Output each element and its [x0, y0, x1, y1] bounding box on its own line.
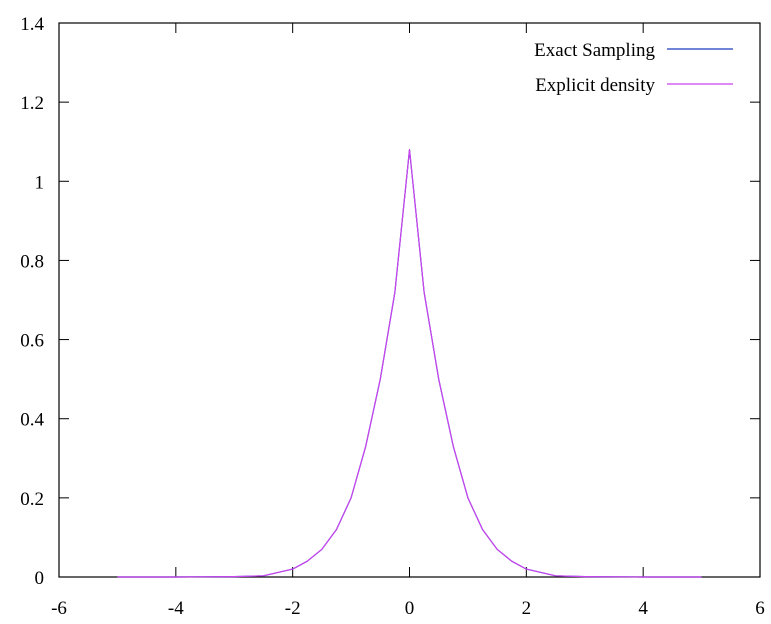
series-lines	[117, 149, 702, 578]
legend: Exact Sampling Explicit density	[534, 40, 733, 96]
x-tick-label: 6	[755, 598, 765, 619]
y-tick-label: 0.6	[20, 331, 44, 352]
x-tick-label: -4	[168, 598, 184, 619]
x-tick-label: -2	[285, 598, 301, 619]
plot-frame	[58, 22, 761, 578]
y-tick-labels: 0 0.2 0.4 0.6 0.8 1 1.2 1.4	[20, 14, 44, 589]
y-tick-label: 0.4	[20, 410, 44, 431]
y-tick-label: 0.2	[20, 489, 44, 510]
legend-label: Explicit density	[535, 75, 655, 96]
legend-label: Exact Sampling	[534, 40, 655, 61]
x-tick-label: -6	[51, 598, 67, 619]
y-tick-label: 1.2	[20, 93, 44, 114]
x-tick-label: 4	[638, 598, 648, 619]
y-tick-label: 1.4	[20, 14, 44, 35]
y-tick-label: 0	[35, 568, 45, 589]
axis-ticks	[58, 22, 761, 578]
x-tick-label: 2	[522, 598, 532, 619]
series-line-1	[117, 149, 702, 578]
series-line-2	[117, 149, 702, 578]
y-tick-label: 0.8	[20, 251, 44, 272]
x-tick-labels: -6 -4 -2 0 2 4 6	[51, 598, 765, 619]
x-tick-label: 0	[405, 598, 415, 619]
y-tick-label: 1	[35, 172, 45, 193]
